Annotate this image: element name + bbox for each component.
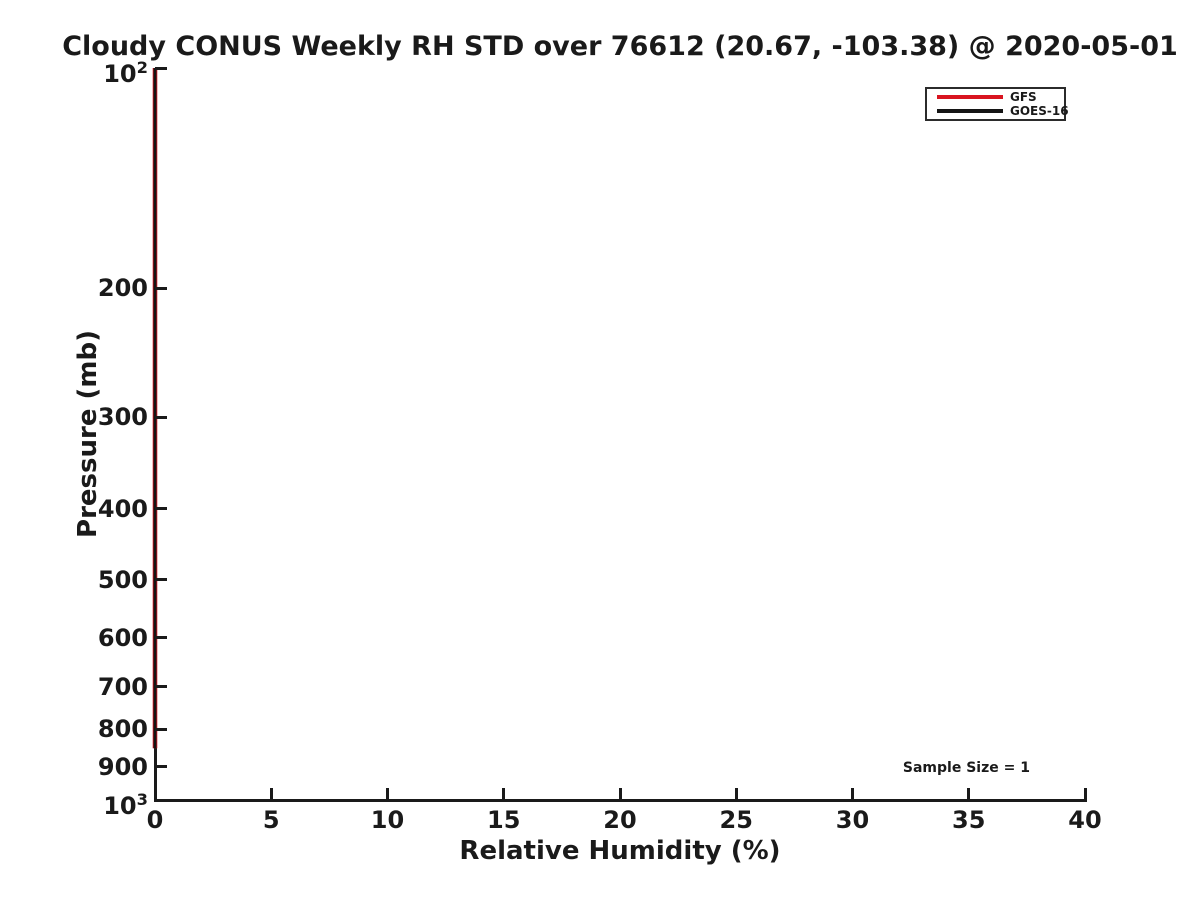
legend-item-goes-16: GOES-16 <box>937 105 1069 118</box>
x-tick-mark <box>386 788 389 800</box>
y-tick-mark <box>155 636 167 640</box>
y-tick-mark <box>155 685 167 689</box>
x-tick-mark <box>734 788 738 800</box>
y-tick-mark <box>155 66 167 70</box>
x-tick-mark <box>618 788 622 800</box>
y-tick-mark <box>155 765 167 768</box>
x-tick-mark <box>967 788 971 800</box>
x-tick-mark <box>851 788 854 800</box>
sample-size-annotation: Sample Size = 1 <box>902 760 1030 777</box>
x-tick-mark <box>1083 788 1087 800</box>
legend-item-gfs: GFS <box>937 91 1060 104</box>
x-tick-label: 0 <box>146 806 164 834</box>
y-tick-label: 102 <box>103 58 148 88</box>
x-axis-spine <box>153 798 1087 802</box>
x-tick-label: 35 <box>952 806 986 834</box>
x-tick-label: 30 <box>835 806 870 834</box>
x-tick-label: 5 <box>262 806 280 834</box>
legend-line-swatch <box>937 95 1003 100</box>
y-tick-label: 900 <box>97 752 148 781</box>
x-tick-mark <box>153 788 157 800</box>
y-tick-label: 103 <box>103 790 148 820</box>
y-tick-mark <box>155 286 167 290</box>
y-tick-mark <box>155 507 167 511</box>
x-tick-label: 20 <box>603 806 637 834</box>
y-tick-label: 600 <box>97 623 148 652</box>
legend-label: GOES-16 <box>1010 103 1069 118</box>
y-tick-label: 700 <box>97 672 148 701</box>
chart-title: Cloudy CONUS Weekly RH STD over 76612 (2… <box>62 31 1178 62</box>
x-tick-label: 40 <box>1068 806 1102 834</box>
x-tick-label: 25 <box>719 806 753 834</box>
legend-label: GFS <box>1010 90 1037 105</box>
legend: GFS GOES-16 <box>925 87 1069 121</box>
legend-line-swatch <box>937 108 1003 113</box>
y-tick-mark <box>155 798 167 802</box>
x-axis-label: Relative Humidity (%) <box>459 836 781 866</box>
y-tick-mark <box>155 415 167 419</box>
x-tick-label: 15 <box>487 806 521 834</box>
y-tick-label: 400 <box>97 494 148 523</box>
y-tick-label: 500 <box>97 565 148 594</box>
x-tick-mark <box>502 788 506 800</box>
y-tick-label: 200 <box>97 274 148 303</box>
x-tick-mark <box>269 788 273 800</box>
y-tick-label: 300 <box>97 403 148 432</box>
y-tick-label: 800 <box>97 715 148 744</box>
y-tick-mark <box>155 578 167 582</box>
x-tick-label: 10 <box>370 806 405 834</box>
y-tick-mark <box>155 727 167 731</box>
